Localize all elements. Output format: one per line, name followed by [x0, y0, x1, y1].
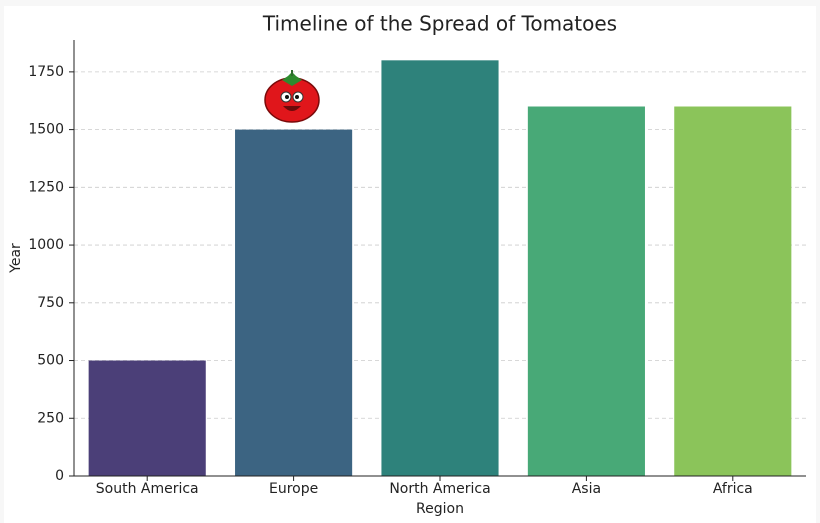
bar — [88, 360, 206, 476]
x-tick-label: Africa — [713, 481, 753, 497]
y-tick-label: 250 — [37, 410, 64, 426]
y-tick-label: 1500 — [28, 122, 64, 138]
x-tick-label: Europe — [269, 481, 318, 497]
bar — [381, 60, 499, 477]
tomato-icon — [264, 70, 320, 123]
y-tick-label: 750 — [37, 295, 64, 311]
x-tick-label: North America — [389, 481, 490, 497]
bar — [235, 129, 353, 477]
bar — [674, 106, 792, 476]
y-tick-label: 1000 — [28, 237, 64, 253]
y-axis-label: Year — [8, 243, 24, 274]
bar — [527, 106, 645, 476]
y-tick-label: 500 — [37, 353, 64, 369]
y-tick-label: 1750 — [28, 64, 64, 80]
x-tick-label: South America — [96, 481, 199, 497]
bars — [88, 60, 792, 477]
chart-title: Timeline of the Spread of Tomatoes — [262, 12, 617, 36]
y-tick-label: 1250 — [28, 179, 64, 195]
x-tick-label: Asia — [572, 481, 601, 497]
y-tick-label: 0 — [55, 468, 64, 484]
x-axis-label: Region — [416, 501, 464, 517]
